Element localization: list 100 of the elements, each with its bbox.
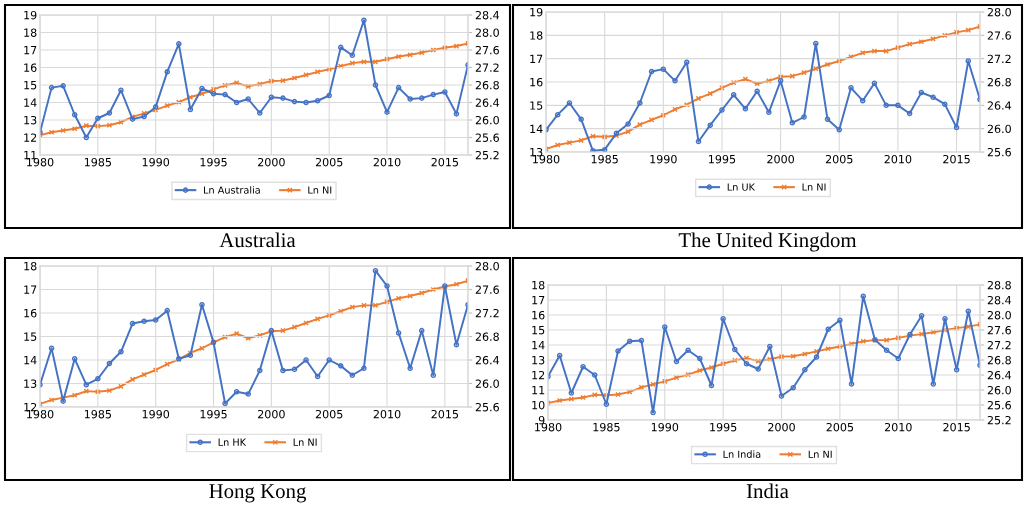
y-tick-label: 14 [532, 341, 545, 350]
y2-tick-label: 27.2 [475, 63, 499, 72]
x-tick-label: 1985 [84, 157, 112, 167]
x-tick-label: 1985 [84, 409, 112, 419]
y2-tick-label: 26.8 [475, 80, 499, 90]
y2-tick-label: 25.6 [475, 133, 499, 142]
y2-tick-label: 28.0 [987, 310, 1011, 320]
y2-tick-label: 26.4 [475, 355, 500, 365]
x-tick-label: 2005 [315, 157, 343, 167]
x-tick-label: 1995 [710, 422, 737, 432]
y-tick-label: 16 [530, 77, 543, 87]
y2-tick-label: 28.8 [987, 280, 1011, 290]
y2-tick-label: 26.8 [987, 355, 1011, 365]
y2-tick-label: 26.4 [987, 101, 1012, 110]
x-tick-label: 2000 [767, 154, 794, 164]
y-tick-label: 13 [530, 147, 543, 157]
legend-label: Ln NI [802, 183, 826, 191]
x-tick-label: 2010 [373, 409, 401, 419]
y-tick-label: 19 [24, 10, 37, 20]
y2-tick-label: 25.6 [987, 400, 1011, 410]
y-tick-label: 15 [530, 101, 543, 110]
x-tick-label: 2000 [258, 409, 285, 419]
y-tick-label: 18 [532, 280, 545, 290]
y2-tick-label: 27.6 [475, 45, 499, 55]
y-tick-label: 12 [24, 133, 37, 142]
y-tick-label: 19 [530, 7, 543, 17]
x-tick-label: 1980 [533, 154, 560, 164]
y-tick-label: 11 [24, 151, 37, 160]
y-tick-label: 18 [24, 28, 37, 37]
y2-tick-label: 26.0 [987, 385, 1011, 395]
y-tick-label: 15 [532, 326, 545, 335]
y-tick-label: 17 [530, 54, 543, 63]
y-tick-label: 16 [532, 310, 545, 320]
y-tick-label: 16 [24, 63, 37, 72]
x-tick-label: 2015 [431, 409, 459, 419]
x-tick-label: 1980 [535, 422, 562, 432]
x-tick-label: 1985 [593, 422, 620, 432]
y-tick-label: 15 [24, 81, 37, 90]
x-tick-label: 1980 [27, 409, 54, 419]
y2-tick-label: 26.8 [987, 77, 1011, 87]
y2-tick-label: 26.0 [475, 115, 499, 125]
y2-tick-label: 28.0 [475, 28, 499, 37]
y2-tick-label: 27.6 [987, 325, 1011, 335]
y2-tick-label: 25.6 [475, 402, 499, 412]
y2-tick-label: 27.6 [475, 285, 499, 294]
legend-label: Ln UK [727, 183, 756, 191]
x-tick-label: 1990 [650, 154, 677, 164]
x-tick-label: 1995 [709, 154, 736, 164]
x-tick-label: 2015 [431, 157, 459, 167]
y2-tick-label: 28.4 [987, 295, 1012, 305]
y-tick-label: 9 [538, 415, 545, 425]
y2-tick-label: 26.4 [987, 370, 1012, 380]
y2-tick-label: 25.2 [475, 150, 499, 160]
y-tick-label: 10 [532, 400, 545, 410]
x-tick-label: 2015 [943, 422, 970, 432]
y2-tick-label: 27.2 [987, 340, 1011, 350]
text: The United Kingdom [678, 232, 857, 252]
legend-label: Ln HK [218, 438, 247, 446]
x-tick-label: 1990 [142, 157, 170, 167]
y2-tick-label: 27.2 [987, 54, 1011, 63]
text: Hong Kong [209, 484, 306, 503]
x-tick-label: 1995 [200, 409, 227, 419]
x-tick-label: 2005 [825, 154, 853, 164]
x-tick-label: 2010 [373, 157, 401, 167]
legend-label: Ln Australia [203, 186, 260, 194]
y-tick-label: 17 [532, 296, 545, 305]
legend-label: Ln NI [293, 438, 317, 446]
y-tick-label: 11 [532, 386, 545, 395]
y-tick-label: 12 [532, 370, 545, 380]
y-tick-label: 16 [24, 308, 37, 318]
y2-tick-label: 28.4 [475, 10, 500, 20]
y2-tick-label: 26.8 [475, 332, 499, 341]
y2-tick-label: 26.4 [475, 98, 500, 107]
y-tick-label: 14 [24, 98, 37, 107]
y2-tick-label: 26.0 [475, 379, 499, 388]
x-tick-label: 2005 [315, 409, 343, 419]
y2-tick-label: 25.2 [987, 415, 1011, 425]
x-tick-label: 1990 [142, 409, 170, 419]
y-tick-label: 12 [24, 402, 37, 412]
x-tick-label: 2005 [826, 422, 854, 432]
y-tick-label: 18 [24, 261, 37, 271]
x-tick-label: 2010 [884, 154, 912, 164]
legend-label: Ln NI [308, 186, 332, 194]
x-tick-label: 1990 [651, 422, 679, 432]
y-tick-label: 17 [24, 46, 37, 55]
y-tick-label: 18 [530, 31, 543, 40]
y2-tick-label: 25.6 [987, 147, 1011, 157]
x-tick-label: 2010 [884, 422, 912, 432]
y2-tick-label: 27.2 [475, 308, 499, 318]
legend-label: Ln India [723, 450, 761, 458]
y2-tick-label: 28.0 [475, 261, 499, 271]
y-tick-label: 13 [24, 115, 37, 125]
y-tick-label: 14 [24, 356, 37, 365]
y-tick-label: 15 [24, 332, 37, 341]
y-tick-label: 13 [24, 379, 37, 388]
x-tick-label: 2000 [768, 422, 795, 432]
x-tick-label: 1995 [200, 157, 227, 167]
y2-tick-label: 27.6 [987, 31, 1011, 40]
y2-tick-label: 28.0 [987, 7, 1011, 17]
legend-label: Ln NI [808, 450, 832, 458]
